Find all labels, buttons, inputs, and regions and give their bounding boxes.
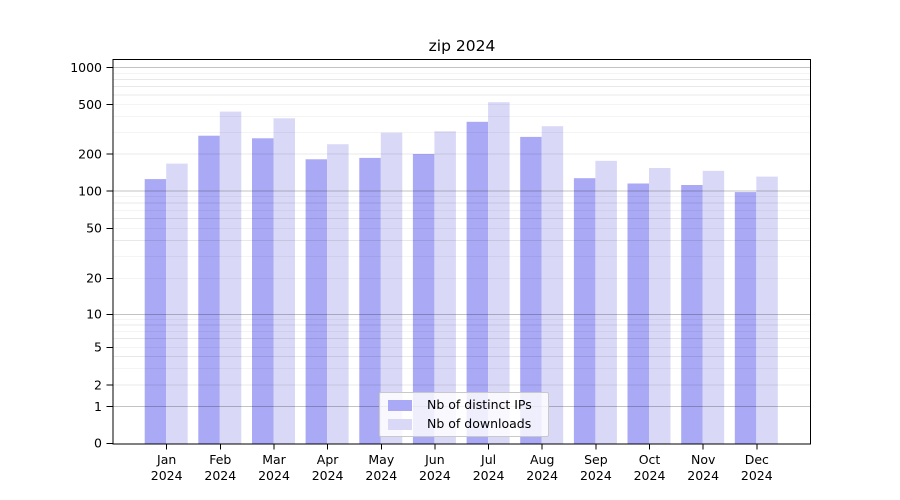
x-tick-year-aug: 2024: [526, 468, 558, 483]
bar-distinct-ips-dec: [734, 192, 757, 444]
bar-downloads-sep: [595, 160, 617, 445]
x-tick-year-nov: 2024: [687, 468, 719, 483]
x-tick-label-nov: Nov: [691, 452, 716, 467]
legend-item-distinct-ips: Nb of distinct IPs: [388, 397, 548, 413]
minor-gridlines-group: [113, 72, 810, 386]
bar-downloads-feb: [219, 111, 242, 444]
x-tick-label-mar: Mar: [262, 452, 286, 467]
x-tick-year-feb: 2024: [204, 468, 236, 483]
y-tick-label-10: 10: [86, 307, 102, 322]
y-tick-label-0: 0: [94, 436, 102, 451]
bar-distinct-ips-aug: [520, 136, 542, 444]
y-tick-label-100: 100: [78, 183, 102, 198]
x-tick-year-may: 2024: [365, 468, 397, 483]
x-tick-year-apr: 2024: [312, 468, 344, 483]
bar-distinct-ips-jun: [412, 154, 435, 444]
x-tick-label-dec: Dec: [745, 452, 769, 467]
x-tick-year-jan: 2024: [151, 468, 183, 483]
x-tick-label-feb: Feb: [209, 452, 231, 467]
bar-downloads-dec: [756, 176, 778, 444]
x-tick-label-jan: Jan: [156, 452, 176, 467]
bar-distinct-ips-feb: [198, 135, 220, 444]
x-tick-label-aug: Aug: [530, 452, 554, 467]
x-tick-label-jun: Jun: [424, 452, 445, 467]
bar-distinct-ips-sep: [573, 178, 596, 444]
x-tick-year-jun: 2024: [419, 468, 451, 483]
bar-downloads-apr: [327, 144, 349, 444]
bar-distinct-ips-may: [359, 157, 381, 444]
x-tick-year-mar: 2024: [258, 468, 290, 483]
axis-tick-labels-group: 01251020501002005001000Jan2024Feb2024Mar…: [70, 60, 773, 483]
y-tick-label-1000: 1000: [70, 60, 102, 75]
bar-downloads-oct: [649, 168, 671, 444]
bar-distinct-ips-jul: [466, 121, 489, 445]
chart-title: zip 2024: [429, 37, 496, 55]
x-tick-label-jul: Jul: [480, 452, 496, 467]
y-tick-label-50: 50: [86, 221, 102, 236]
y-tick-label-5: 5: [94, 340, 102, 355]
y-tick-label-2: 2: [94, 377, 102, 392]
y-tick-label-1: 1: [94, 399, 102, 414]
bar-distinct-ips-mar: [252, 138, 274, 445]
legend-swatch-downloads: [388, 418, 412, 430]
x-tick-year-sep: 2024: [580, 468, 612, 483]
bar-downloads-mar: [273, 118, 295, 445]
x-tick-year-oct: 2024: [634, 468, 666, 483]
axis-ticks-group: [106, 67, 758, 450]
x-tick-label-sep: Sep: [584, 452, 608, 467]
bar-distinct-ips-oct: [627, 183, 649, 444]
x-tick-year-jul: 2024: [473, 468, 505, 483]
legend-swatch-distinct-ips: [388, 399, 412, 411]
bar-distinct-ips-nov: [681, 185, 703, 444]
bar-downloads-may: [380, 132, 403, 444]
x-tick-year-dec: 2024: [741, 468, 773, 483]
bar-distinct-ips-jan: [144, 179, 167, 444]
bar-downloads-jul: [488, 102, 510, 444]
bar-downloads-nov: [702, 170, 725, 445]
bar-downloads-jun: [434, 131, 456, 445]
y-tick-label-200: 200: [78, 146, 102, 161]
x-tick-label-oct: Oct: [639, 452, 661, 467]
y-tick-label-20: 20: [86, 271, 102, 286]
legend-item-downloads: Nb of downloads: [388, 416, 548, 432]
bars-group: [144, 102, 778, 445]
y-tick-label-500: 500: [78, 97, 102, 112]
x-tick-label-apr: Apr: [317, 452, 339, 467]
bar-distinct-ips-apr: [305, 159, 328, 445]
bar-downloads-jan: [166, 163, 188, 444]
legend-label-distinct-ips: Nb of distinct IPs: [427, 397, 532, 412]
x-tick-label-may: May: [368, 452, 394, 467]
plot-border: [112, 59, 811, 445]
legend: Nb of distinct IPs Nb of downloads: [379, 392, 549, 437]
legend-label-downloads: Nb of downloads: [427, 416, 532, 431]
bar-downloads-aug: [541, 126, 564, 444]
